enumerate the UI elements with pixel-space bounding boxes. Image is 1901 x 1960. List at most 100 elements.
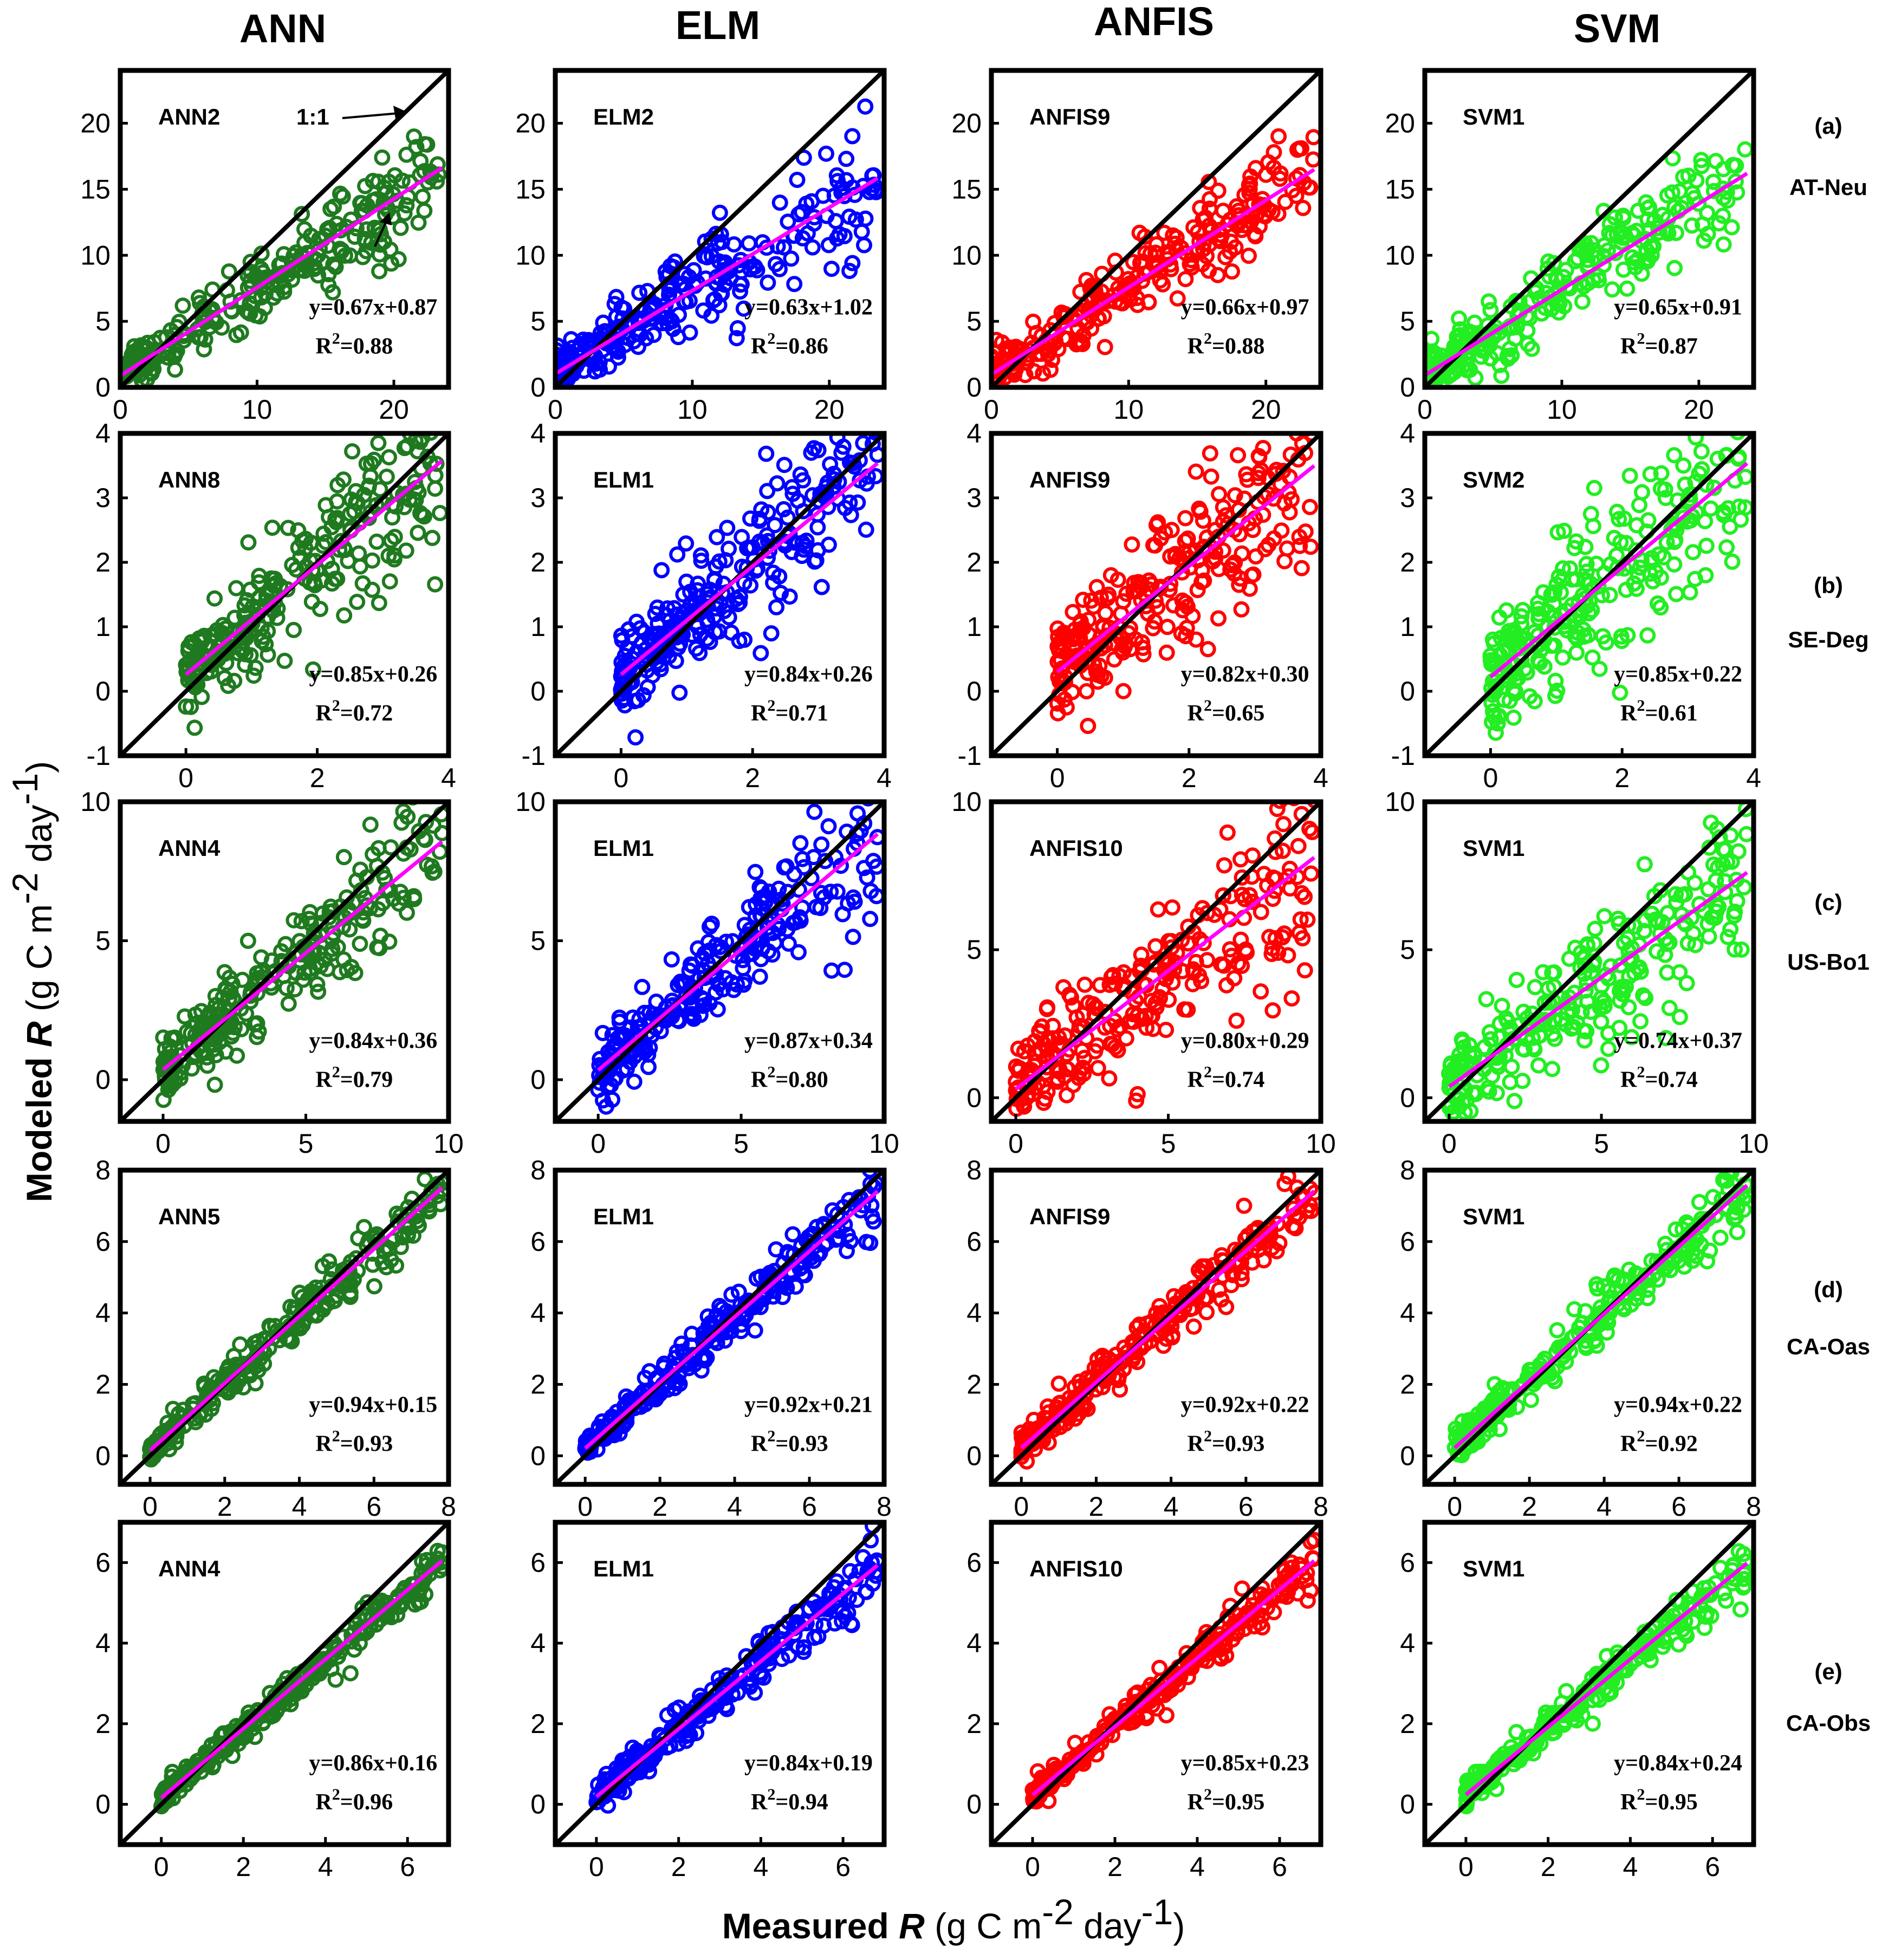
data-point <box>1615 1301 1632 1318</box>
panel-frame <box>553 68 887 390</box>
data-point <box>1659 936 1676 952</box>
data-point <box>1145 1021 1162 1037</box>
r-squared-value: =0.93 <box>1212 1432 1264 1457</box>
data-point <box>1213 1291 1230 1308</box>
data-point <box>775 501 792 517</box>
data-point <box>172 1776 189 1793</box>
data-point <box>302 960 319 977</box>
x-tick-label: 2 <box>745 763 760 793</box>
data-point <box>792 466 809 483</box>
r-squared-symbol: R <box>1620 1067 1637 1092</box>
data-point <box>164 1768 180 1785</box>
data-point <box>1487 1376 1503 1393</box>
data-point <box>1578 563 1595 580</box>
data-point <box>1612 957 1629 973</box>
data-point <box>1305 129 1321 146</box>
y-tick-label: 0 <box>966 676 982 706</box>
data-point <box>1501 692 1518 709</box>
data-point <box>739 540 756 556</box>
x-tick-label: 4 <box>1164 1491 1179 1522</box>
data-point <box>1584 602 1600 619</box>
data-point <box>1575 278 1592 295</box>
y-tick-label: 4 <box>966 1298 982 1328</box>
x-tick-label: 2 <box>1089 1491 1104 1522</box>
data-point <box>334 242 351 259</box>
y-tick-label: 8 <box>1400 1155 1415 1185</box>
x-tick-label: 2 <box>1182 763 1197 793</box>
y-tick-label: 15 <box>951 174 982 204</box>
data-point <box>798 1615 815 1632</box>
y-tick-label: 2 <box>966 547 982 577</box>
data-point <box>1559 1338 1575 1354</box>
data-point <box>1155 1338 1172 1354</box>
regression-equation: y=0.92x+0.21 <box>744 1393 873 1418</box>
r-squared-symbol: R <box>1620 701 1637 726</box>
data-point <box>1097 605 1114 621</box>
data-point <box>862 1176 879 1192</box>
regression-line <box>184 459 444 676</box>
data-point <box>201 1391 218 1407</box>
data-point <box>370 173 387 190</box>
scatter-points <box>120 128 447 387</box>
data-point <box>174 297 191 314</box>
data-point <box>1586 479 1602 496</box>
data-point <box>1163 522 1180 538</box>
data-point <box>1697 513 1714 529</box>
y-tick-label: 0 <box>1400 1440 1415 1471</box>
x-tick-label: 6 <box>366 1491 381 1522</box>
data-point <box>1179 1001 1196 1018</box>
data-point <box>1249 1222 1266 1238</box>
data-point <box>1718 1172 1735 1189</box>
data-point <box>627 729 644 746</box>
data-point <box>250 1023 267 1040</box>
data-point <box>432 505 449 521</box>
data-point <box>235 1730 251 1746</box>
data-point <box>869 412 882 425</box>
y-tick-label: 5 <box>966 306 982 336</box>
scatter-points <box>1441 802 1754 1121</box>
data-point <box>1158 644 1175 661</box>
data-point <box>1034 1018 1050 1035</box>
data-point <box>215 989 231 1006</box>
data-point <box>861 400 874 413</box>
data-point <box>1579 275 1595 291</box>
r-squared-exponent: 2 <box>332 1427 340 1445</box>
data-point <box>1169 290 1186 307</box>
data-point <box>1226 970 1243 987</box>
data-point <box>287 981 303 998</box>
data-point <box>1138 1020 1155 1036</box>
data-point <box>1299 911 1316 928</box>
data-point <box>1606 1267 1623 1284</box>
data-point <box>1203 468 1219 485</box>
y-tick-label: 0 <box>530 1440 546 1471</box>
data-point <box>682 324 698 341</box>
x-tick-label: 0 <box>1014 1491 1029 1522</box>
data-point <box>1587 249 1604 266</box>
x-tick-label: 2 <box>1522 1491 1537 1522</box>
data-point <box>1487 654 1503 671</box>
data-point <box>609 349 626 366</box>
data-point <box>1474 340 1490 357</box>
data-point <box>868 433 884 439</box>
r-squared: R2=0.72 <box>315 697 393 726</box>
data-point <box>751 510 768 527</box>
x-tick-label: 0 <box>1447 1491 1462 1522</box>
data-point <box>408 139 425 155</box>
data-point <box>1210 610 1227 627</box>
data-point <box>752 645 769 661</box>
regression-line <box>1489 462 1749 679</box>
regression-line <box>555 176 879 376</box>
regression-line <box>1448 871 1748 1088</box>
data-point <box>1709 451 1726 467</box>
data-point <box>1712 1229 1729 1246</box>
data-point <box>836 962 853 978</box>
data-point <box>645 327 662 343</box>
data-point <box>1566 540 1583 556</box>
r-squared-value: =0.61 <box>1645 701 1697 726</box>
data-point <box>1715 207 1731 224</box>
data-point <box>186 719 203 736</box>
x-tick-label: 8 <box>1746 1491 1761 1522</box>
